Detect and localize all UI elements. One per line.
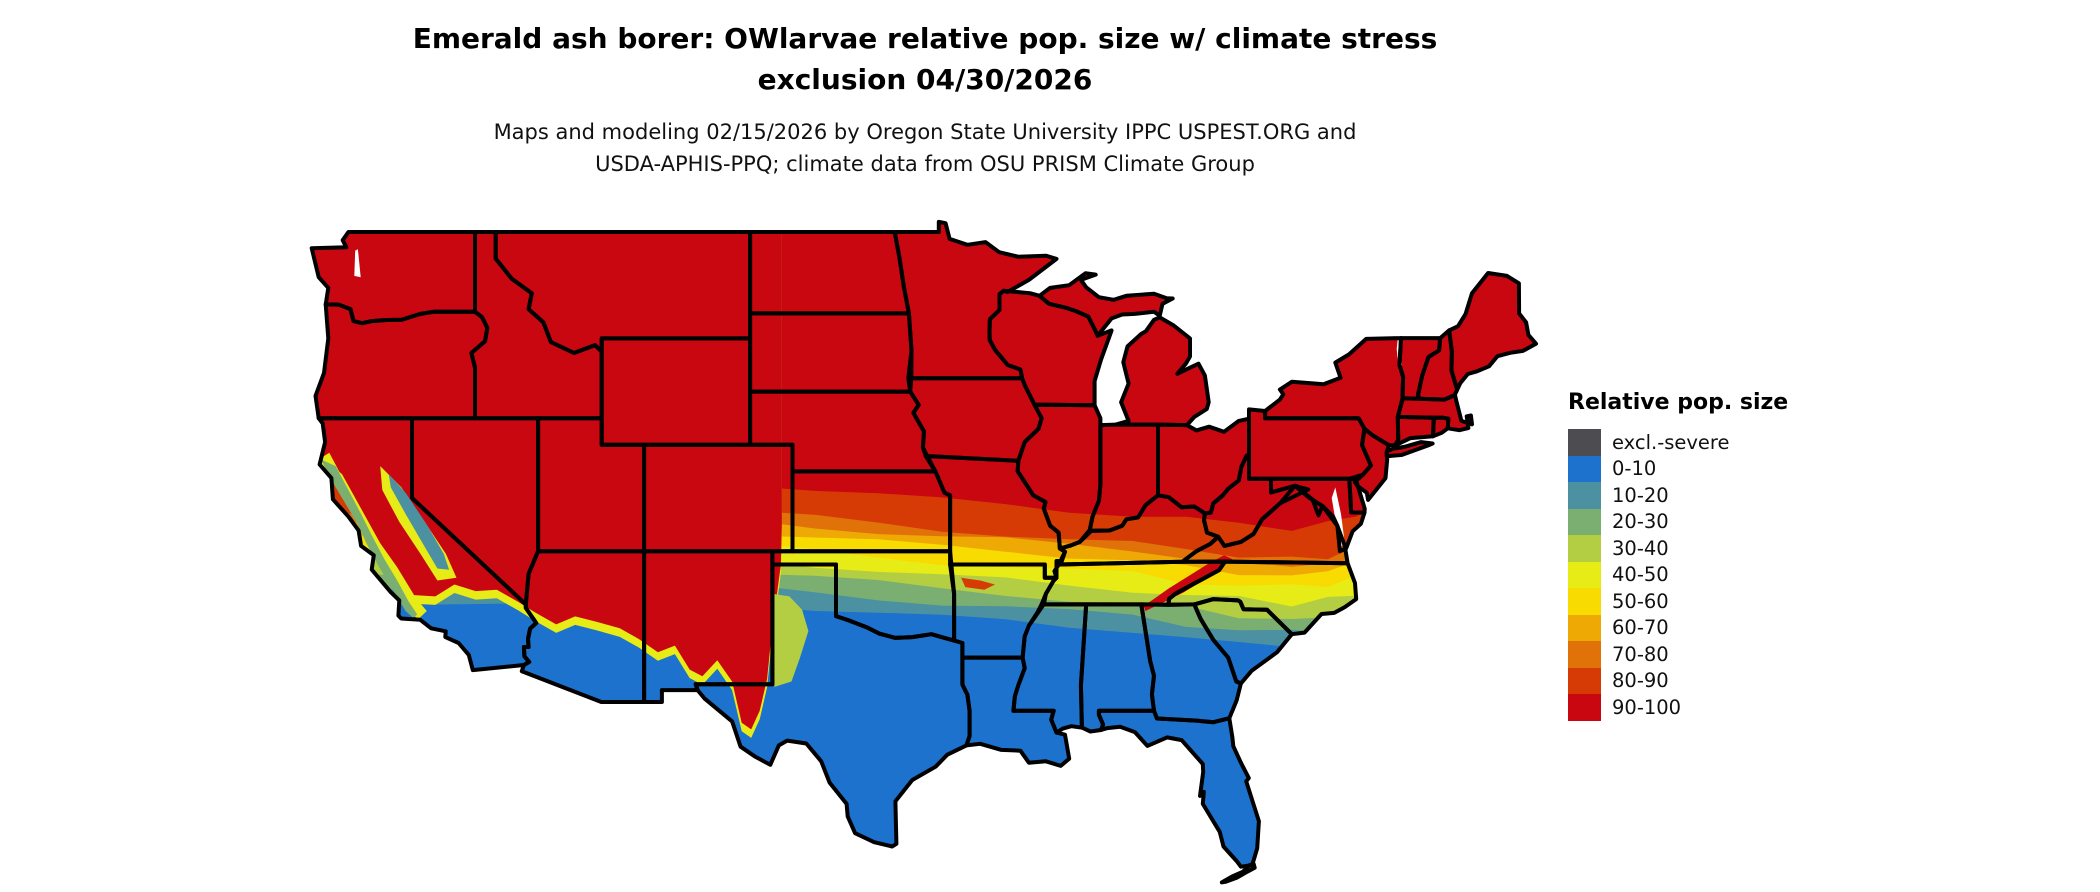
legend-swatch xyxy=(1568,694,1601,721)
legend-item: 50-60 xyxy=(1568,588,1828,615)
state-borders xyxy=(309,219,1538,885)
state-border-TX xyxy=(693,562,972,849)
legend-swatch xyxy=(1568,561,1601,588)
legend: Relative pop. size excl.-severe 0-10 10-20… xyxy=(1568,390,1828,721)
legend-items: excl.-severe 0-10 10-20 20-30 30-40 40-50 50-6… xyxy=(1568,429,1828,721)
legend-swatch xyxy=(1568,641,1601,668)
legend-swatch xyxy=(1568,508,1601,535)
legend-item: 0-10 xyxy=(1568,455,1828,482)
legend-item: 70-80 xyxy=(1568,641,1828,668)
overlay-ozark-orange xyxy=(961,577,995,590)
main-title-line-1: Emerald ash borer: OWlarvae relative pop… xyxy=(412,22,1438,55)
subtitle-line-1: Maps and modeling 02/15/2026 by Oregon S… xyxy=(493,120,1357,144)
legend-item: 10-20 xyxy=(1568,482,1828,509)
raster-layer xyxy=(311,221,1536,883)
legend-title: Relative pop. size xyxy=(1568,390,1789,415)
legend-item: 40-50 xyxy=(1568,561,1828,588)
legend-swatch xyxy=(1568,535,1601,562)
legend-item: 30-40 xyxy=(1568,535,1828,562)
state-border-FL xyxy=(1096,708,1261,869)
legend-label: 70-80 xyxy=(1612,642,1669,666)
water-puget-sound xyxy=(354,249,361,278)
legend-item: 60-70 xyxy=(1568,614,1828,641)
legend-item: excl.-severe xyxy=(1568,429,1828,456)
state-border-AZ xyxy=(519,549,647,704)
overlay-west-red xyxy=(311,221,782,730)
state-border-MI-LOWER xyxy=(1113,315,1211,428)
state-border-ME xyxy=(1447,271,1538,392)
legend-label: 80-90 xyxy=(1612,669,1669,693)
legend-swatch xyxy=(1568,429,1601,456)
legend-label: 40-50 xyxy=(1612,563,1669,587)
legend-item: 80-90 xyxy=(1568,667,1828,694)
legend-swatch xyxy=(1568,667,1601,694)
legend-label: 0-10 xyxy=(1612,457,1657,481)
legend-label: 20-30 xyxy=(1612,510,1669,534)
overlay-llano-green xyxy=(771,593,809,687)
subtitle-block: Maps and modeling 02/15/2026 by Oregon S… xyxy=(250,116,1600,180)
state-border-NY-LI xyxy=(1384,440,1435,459)
overlay-sierra-teal xyxy=(388,474,450,570)
legend-swatch xyxy=(1568,588,1601,615)
legend-label: 10-20 xyxy=(1612,483,1669,507)
overlay-ca-coast-green xyxy=(320,459,418,618)
legend-swatch xyxy=(1568,482,1601,509)
legend-swatch xyxy=(1568,614,1601,641)
state-border-DE xyxy=(1347,476,1367,515)
legend-label: 30-40 xyxy=(1612,536,1669,560)
title-block: Emerald ash borer: OWlarvae relative pop… xyxy=(250,18,1600,100)
state-border-SC xyxy=(1192,597,1294,686)
legend-label: 90-100 xyxy=(1612,695,1682,719)
legend-item: 20-30 xyxy=(1568,508,1828,535)
legend-label: 60-70 xyxy=(1612,616,1669,640)
legend-label: 50-60 xyxy=(1612,589,1669,613)
subtitle-line-2: USDA-APHIS-PPQ; climate data from OSU PR… xyxy=(595,152,1255,176)
overlay-appalachia-red xyxy=(1143,555,1233,611)
legend-label: excl.-severe xyxy=(1612,430,1730,454)
state-border-MI-UPPER xyxy=(1037,271,1175,338)
main-title-line-2: exclusion 04/30/2026 xyxy=(757,63,1093,96)
legend-item: 90-100 xyxy=(1568,694,1828,721)
state-border-FL-KEYS xyxy=(1219,861,1257,885)
legend-swatch xyxy=(1568,455,1601,482)
